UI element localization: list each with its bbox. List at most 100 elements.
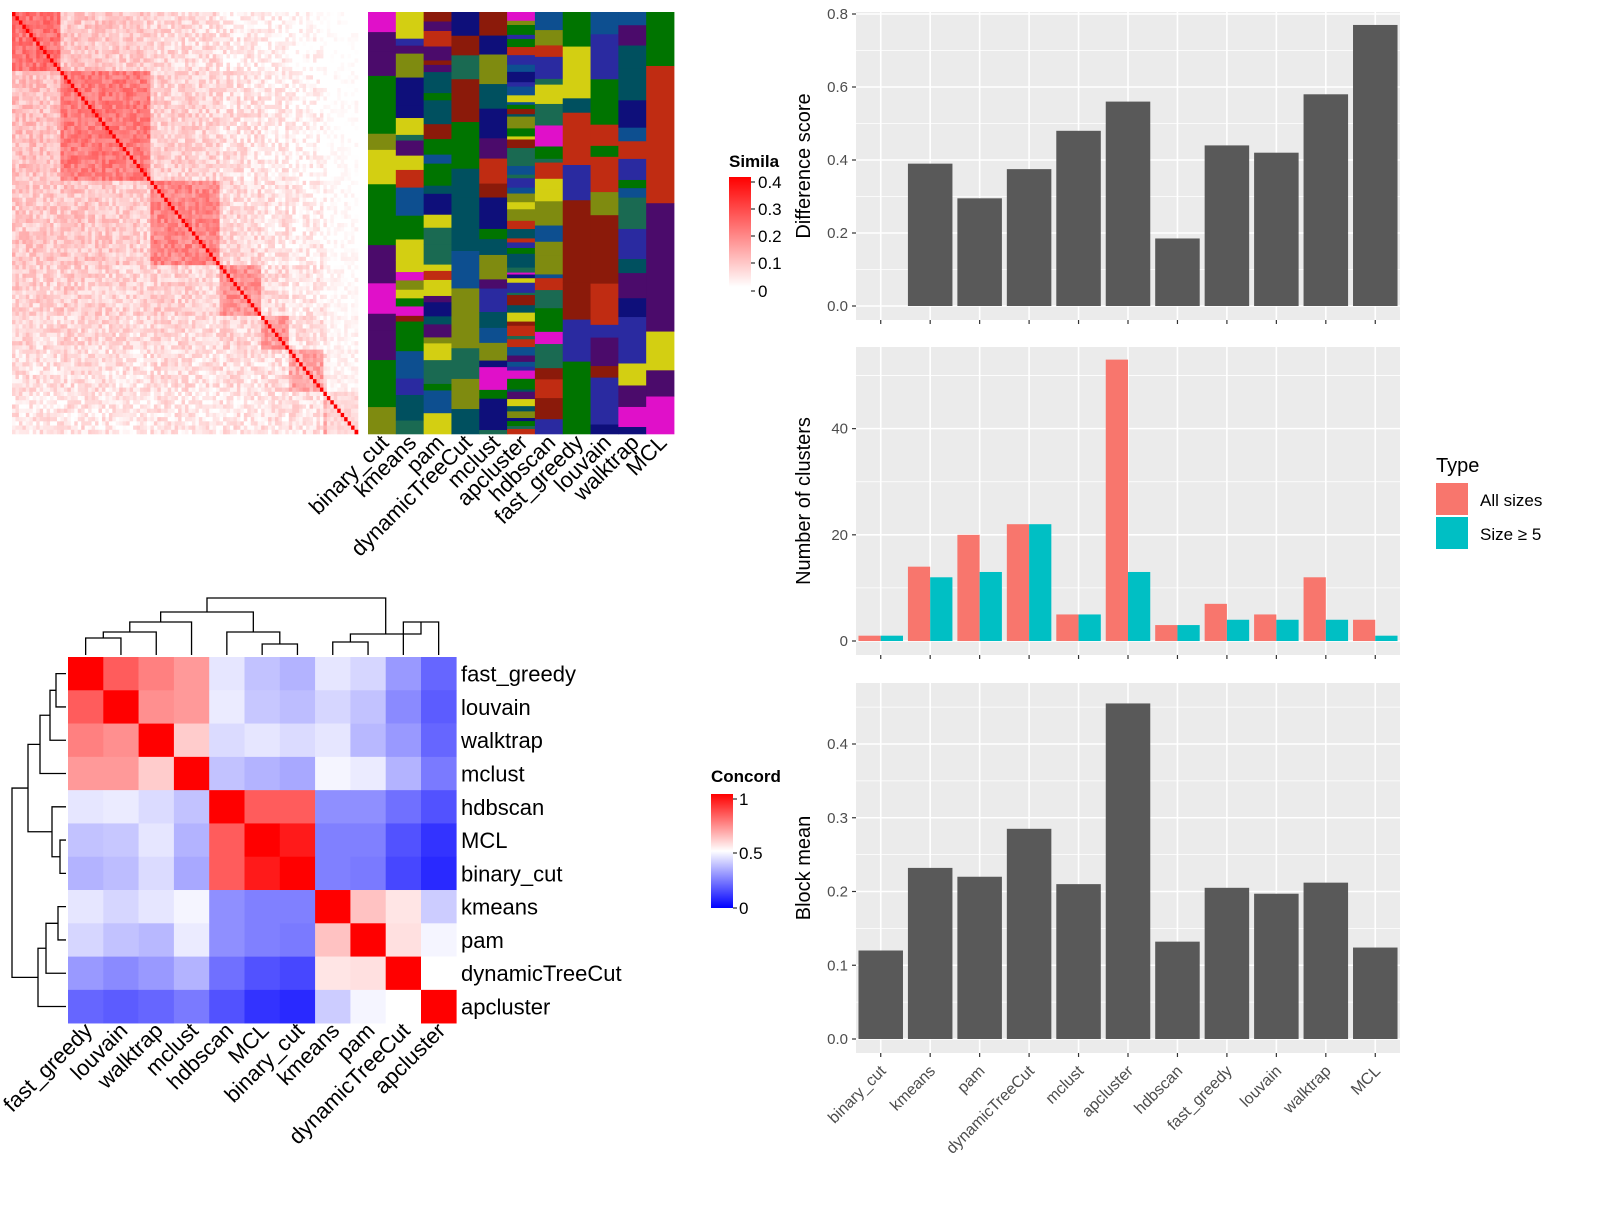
similarity-cell [164, 83, 168, 89]
similarity-cell [81, 33, 85, 38]
similarity-cell [347, 58, 352, 63]
similarity-cell [50, 185, 54, 190]
similarity-cell [316, 163, 321, 169]
similarity-cell [340, 121, 345, 127]
similarity-cell [22, 92, 27, 97]
similarity-cell [136, 87, 141, 93]
similarity-cell [309, 28, 314, 34]
similarity-cell [50, 138, 54, 144]
similarity-cell [56, 172, 61, 177]
similarity-cell [347, 147, 352, 152]
similarity-cell [50, 125, 54, 131]
similarity-cell [25, 147, 30, 152]
similarity-cell [340, 206, 345, 211]
similarity-cell [344, 49, 348, 55]
similarity-cell [32, 37, 37, 42]
similarity-cell [133, 176, 137, 182]
similarity-cell [198, 185, 203, 190]
similarity-cell [344, 197, 348, 203]
similarity-cell [344, 210, 348, 215]
similarity-cell [250, 159, 255, 165]
similarity-cell [236, 172, 241, 177]
similarity-cell [229, 87, 234, 93]
similarity-cell [81, 180, 85, 186]
similarity-cell [195, 197, 200, 203]
similarity-cell [243, 62, 248, 68]
similarity-cell [202, 189, 207, 194]
similarity-cell [264, 163, 269, 169]
similarity-cell [191, 201, 196, 207]
similarity-cell [264, 134, 269, 139]
similarity-cell [309, 121, 314, 127]
similarity-cell [164, 168, 168, 173]
similarity-cell [164, 87, 168, 93]
similarity-cell [205, 66, 210, 72]
similarity-cell [98, 109, 103, 114]
similarity-cell [223, 172, 227, 177]
similarity-cell [257, 134, 262, 139]
similarity-cell [140, 109, 144, 114]
similarity-cell [236, 151, 241, 156]
similarity-cell [136, 189, 141, 194]
similarity-cell [295, 151, 300, 156]
similarity-cell [95, 214, 99, 220]
similarity-cell [326, 218, 331, 224]
similarity-cell [95, 71, 99, 76]
similarity-cell [108, 45, 113, 51]
similarity-cell [53, 206, 58, 211]
similarity-cell [167, 104, 172, 110]
similarity-cell [333, 134, 338, 139]
similarity-cell [236, 45, 241, 51]
similarity-cell [43, 147, 47, 152]
similarity-cell [236, 83, 241, 89]
similarity-cell [337, 151, 341, 156]
similarity-cell [216, 75, 220, 80]
similarity-cell [105, 201, 110, 207]
similarity-cell [143, 159, 148, 165]
similarity-cell [115, 75, 120, 80]
similarity-cell [18, 24, 23, 30]
similarity-cell [198, 24, 203, 30]
similarity-cell [344, 62, 348, 68]
similarity-cell [223, 28, 227, 34]
similarity-cell [216, 54, 220, 59]
similarity-cell [95, 54, 99, 59]
similarity-cell [143, 185, 148, 190]
similarity-cell [278, 58, 283, 63]
similarity-cell [129, 130, 134, 135]
similarity-cell [323, 130, 328, 135]
similarity-cell [95, 193, 99, 198]
similarity-cell [157, 159, 162, 165]
similarity-cell [250, 189, 255, 194]
similarity-cell [46, 87, 51, 93]
similarity-cell [112, 79, 117, 85]
similarity-cell [299, 130, 303, 135]
similarity-cell [29, 214, 34, 220]
similarity-cell [302, 54, 307, 59]
similarity-cell [136, 193, 141, 198]
similarity-cell [126, 41, 130, 47]
similarity-cell [205, 41, 210, 47]
similarity-cell [46, 24, 51, 30]
similarity-cell [81, 159, 85, 165]
similarity-cell [216, 113, 220, 118]
similarity-cell [77, 24, 82, 30]
similarity-cell [236, 168, 241, 173]
similarity-cell [347, 49, 352, 55]
similarity-cell [98, 218, 103, 224]
similarity-cell [344, 151, 348, 156]
similarity-cell [195, 28, 200, 34]
similarity-cell [288, 176, 293, 182]
similarity-cell [261, 176, 265, 182]
similarity-cell [344, 92, 348, 97]
similarity-cell [167, 12, 172, 17]
similarity-cell [32, 193, 37, 198]
similarity-cell [164, 20, 168, 25]
similarity-cell [81, 113, 85, 118]
similarity-cell [126, 134, 130, 139]
similarity-cell [160, 87, 165, 93]
similarity-cell [32, 45, 37, 51]
similarity-cell [274, 12, 279, 17]
similarity-cell [12, 41, 16, 47]
similarity-cell [50, 49, 54, 55]
